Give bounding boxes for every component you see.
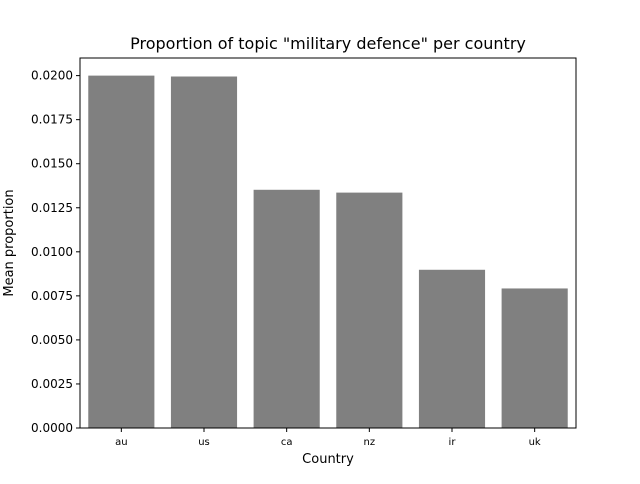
bar-ir xyxy=(418,269,486,428)
x-axis-label: Country xyxy=(302,452,354,467)
y-tick-label-5: 0.0125 xyxy=(31,201,73,215)
plot-area-frame xyxy=(79,57,577,429)
bars-group xyxy=(88,75,568,428)
x-axis-ticks: au us ca nz ir uk xyxy=(115,428,541,448)
x-tick-label-uk: uk xyxy=(529,437,541,448)
x-tick-label-au: au xyxy=(115,437,127,448)
x-tick-label-ir: ir xyxy=(449,437,457,448)
chart-title: Proportion of topic "military defence" p… xyxy=(130,34,526,53)
y-tick-label-7: 0.0175 xyxy=(31,113,73,127)
bar-us xyxy=(170,76,238,428)
y-tick-label-0: 0.0000 xyxy=(31,421,73,435)
bar-ca xyxy=(253,189,320,428)
y-tick-label-3: 0.0075 xyxy=(31,289,73,303)
x-tick-label-us: us xyxy=(198,437,210,448)
x-tick-label-ca: ca xyxy=(281,437,293,448)
x-tick-label-nz: nz xyxy=(364,437,376,448)
y-tick-label-1: 0.0025 xyxy=(31,377,73,391)
y-axis-label: Mean proportion xyxy=(2,189,17,296)
bar-uk xyxy=(501,288,568,428)
y-axis-ticks: 0.0000 0.0025 0.0050 0.0075 0.0100 0.0125 0.01… xyxy=(31,69,80,435)
y-tick-label-2: 0.0050 xyxy=(31,333,73,347)
y-tick-label-6: 0.0150 xyxy=(31,157,73,171)
y-tick-label-4: 0.0100 xyxy=(31,245,73,259)
bar-nz xyxy=(336,192,403,428)
y-tick-label-8: 0.0200 xyxy=(31,69,73,83)
bar-au xyxy=(88,75,155,428)
